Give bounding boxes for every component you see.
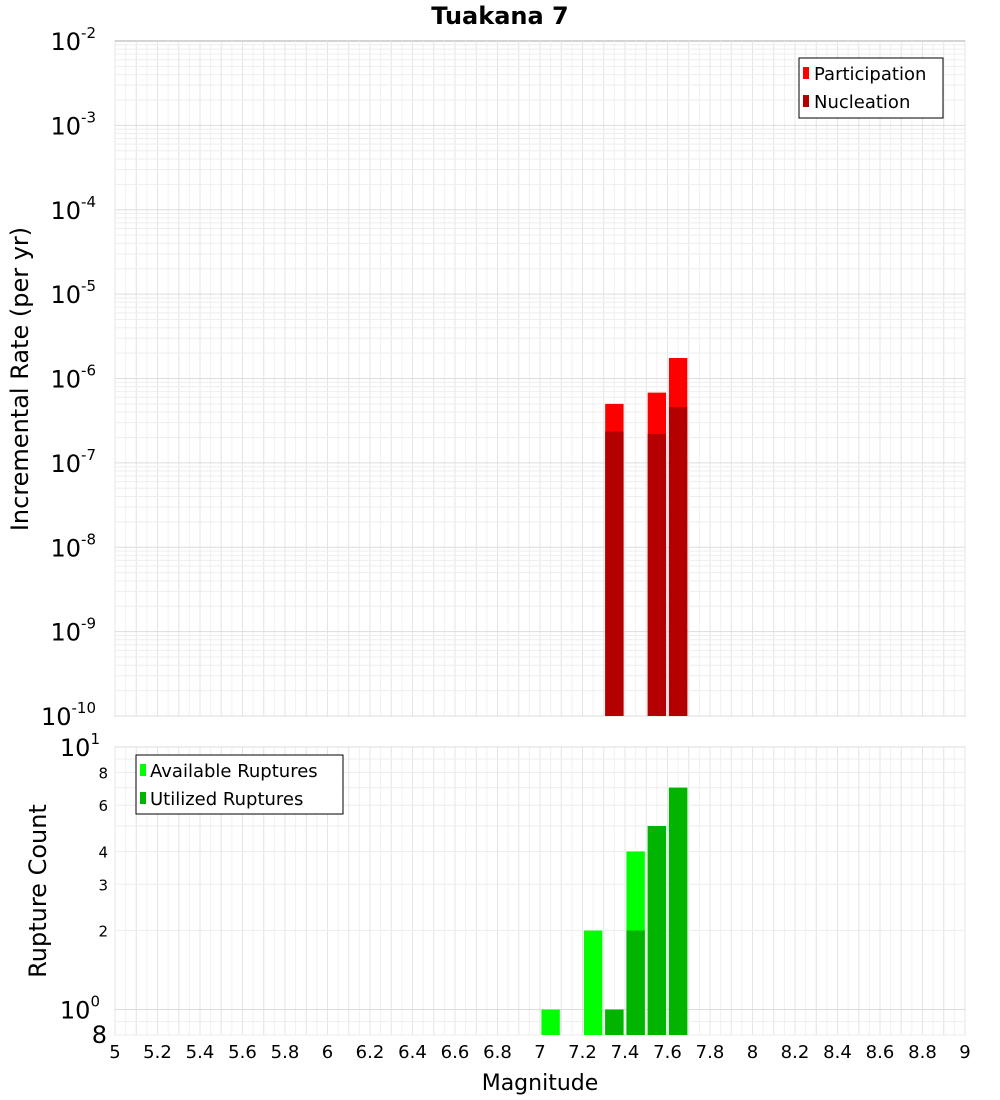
chart-title: Tuakana 7 (431, 2, 569, 30)
rate-y-ticks: 10-2 10-3 10-4 10-5 10-6 10-7 10-8 10-9 10-10 (41, 24, 96, 731)
count-y-tick-label: 2 (98, 923, 108, 941)
available-ruptures-bar (541, 1009, 560, 1035)
rate-legend-box (798, 57, 944, 119)
x-tick-label: 8.6 (866, 1042, 895, 1063)
available-ruptures-bar (583, 930, 603, 1035)
available-legend-label: Available Ruptures (150, 761, 318, 782)
x-tick-label: 7.2 (568, 1042, 597, 1063)
x-tick-label: 7 (534, 1042, 545, 1063)
count-gridlines (114, 746, 966, 1036)
x-tick-label: 5.2 (143, 1042, 172, 1063)
x-tick-label: 6.4 (398, 1042, 427, 1063)
rate-panel: 10-2 10-3 10-4 10-5 10-6 10-7 10-8 10-9 10-10 In… (6, 24, 966, 731)
rate-y-tick-label: 10-10 (41, 699, 96, 731)
x-axis-label: Magnitude (482, 1071, 599, 1096)
rate-y-axis-label: Incremental Rate (per yr) (6, 227, 34, 531)
utilized-ruptures-bar (605, 1009, 624, 1035)
x-tick-label: 8 (747, 1042, 758, 1063)
x-tick-label: 5 (109, 1042, 120, 1063)
nucleation-bar (668, 406, 688, 716)
count-y-tick-label: 8 (98, 764, 108, 782)
rate-legend: Participation Nucleation (798, 57, 944, 119)
utilized-legend-swatch (140, 792, 146, 804)
rate-y-tick-label: 10-9 (50, 615, 96, 647)
x-tick-label: 6.2 (356, 1042, 385, 1063)
x-tick-label: 5.4 (186, 1042, 215, 1063)
rate-y-tick-label: 10-8 (50, 530, 96, 562)
rate-y-tick-label: 10-6 (50, 362, 96, 394)
x-tick-label: 6.6 (441, 1042, 470, 1063)
rate-gridlines (114, 41, 966, 717)
rate-y-tick-label: 10-3 (50, 108, 96, 140)
nucleation-legend-label: Nucleation (814, 92, 910, 113)
count-y-major-tick-label: 101 (60, 730, 100, 762)
count-bars (541, 787, 688, 1035)
rate-y-tick-label: 10-2 (50, 24, 96, 56)
count-y-axis-label: Rupture Count (24, 804, 52, 978)
rate-y-tick-label: 10-4 (50, 193, 96, 225)
x-tick-label: 5.6 (228, 1042, 257, 1063)
x-tick-label: 9 (959, 1042, 970, 1063)
x-tick-label: 6.8 (483, 1042, 512, 1063)
count-legend-box (135, 754, 344, 815)
x-tick-label: 7.6 (653, 1042, 682, 1063)
count-y-tick-label: 6 (98, 797, 108, 815)
count-legend: Available Ruptures Utilized Ruptures (135, 754, 344, 815)
x-tick-label: 6 (322, 1042, 333, 1063)
x-tick-label: 7.8 (696, 1042, 725, 1063)
count-y-tick-label: 3 (98, 876, 108, 894)
x-tick-label: 8.4 (823, 1042, 852, 1063)
participation-legend-label: Participation (814, 64, 926, 85)
nucleation-bar (647, 433, 667, 716)
count-y-tick-label: 8 (92, 1021, 107, 1049)
utilized-ruptures-bar (626, 930, 645, 1035)
utilized-ruptures-bar (668, 787, 688, 1035)
utilized-legend-label: Utilized Ruptures (150, 789, 303, 810)
x-tick-label: 8.8 (908, 1042, 937, 1063)
count-y-tick-label: 4 (98, 843, 108, 861)
x-tick-label: 7.4 (611, 1042, 640, 1063)
count-y-major-tick-label: 100 (60, 993, 100, 1025)
magnitude-x-ticks: 5 5.2 5.4 5.6 5.8 6 6.2 6.4 6.6 6.8 7 7.2 7.4 7.6 7.8 8… (109, 1042, 970, 1063)
participation-legend-swatch (803, 67, 809, 79)
nucleation-legend-swatch (803, 95, 809, 107)
utilized-ruptures-bar (647, 826, 667, 1035)
x-tick-label: 8.2 (781, 1042, 810, 1063)
rate-bars (605, 357, 688, 716)
available-legend-swatch (140, 764, 146, 776)
x-tick-label: 5.8 (271, 1042, 300, 1063)
rate-y-tick-label: 10-7 (50, 446, 96, 478)
rate-y-tick-label: 10-5 (50, 277, 96, 309)
nucleation-bar (605, 431, 624, 716)
